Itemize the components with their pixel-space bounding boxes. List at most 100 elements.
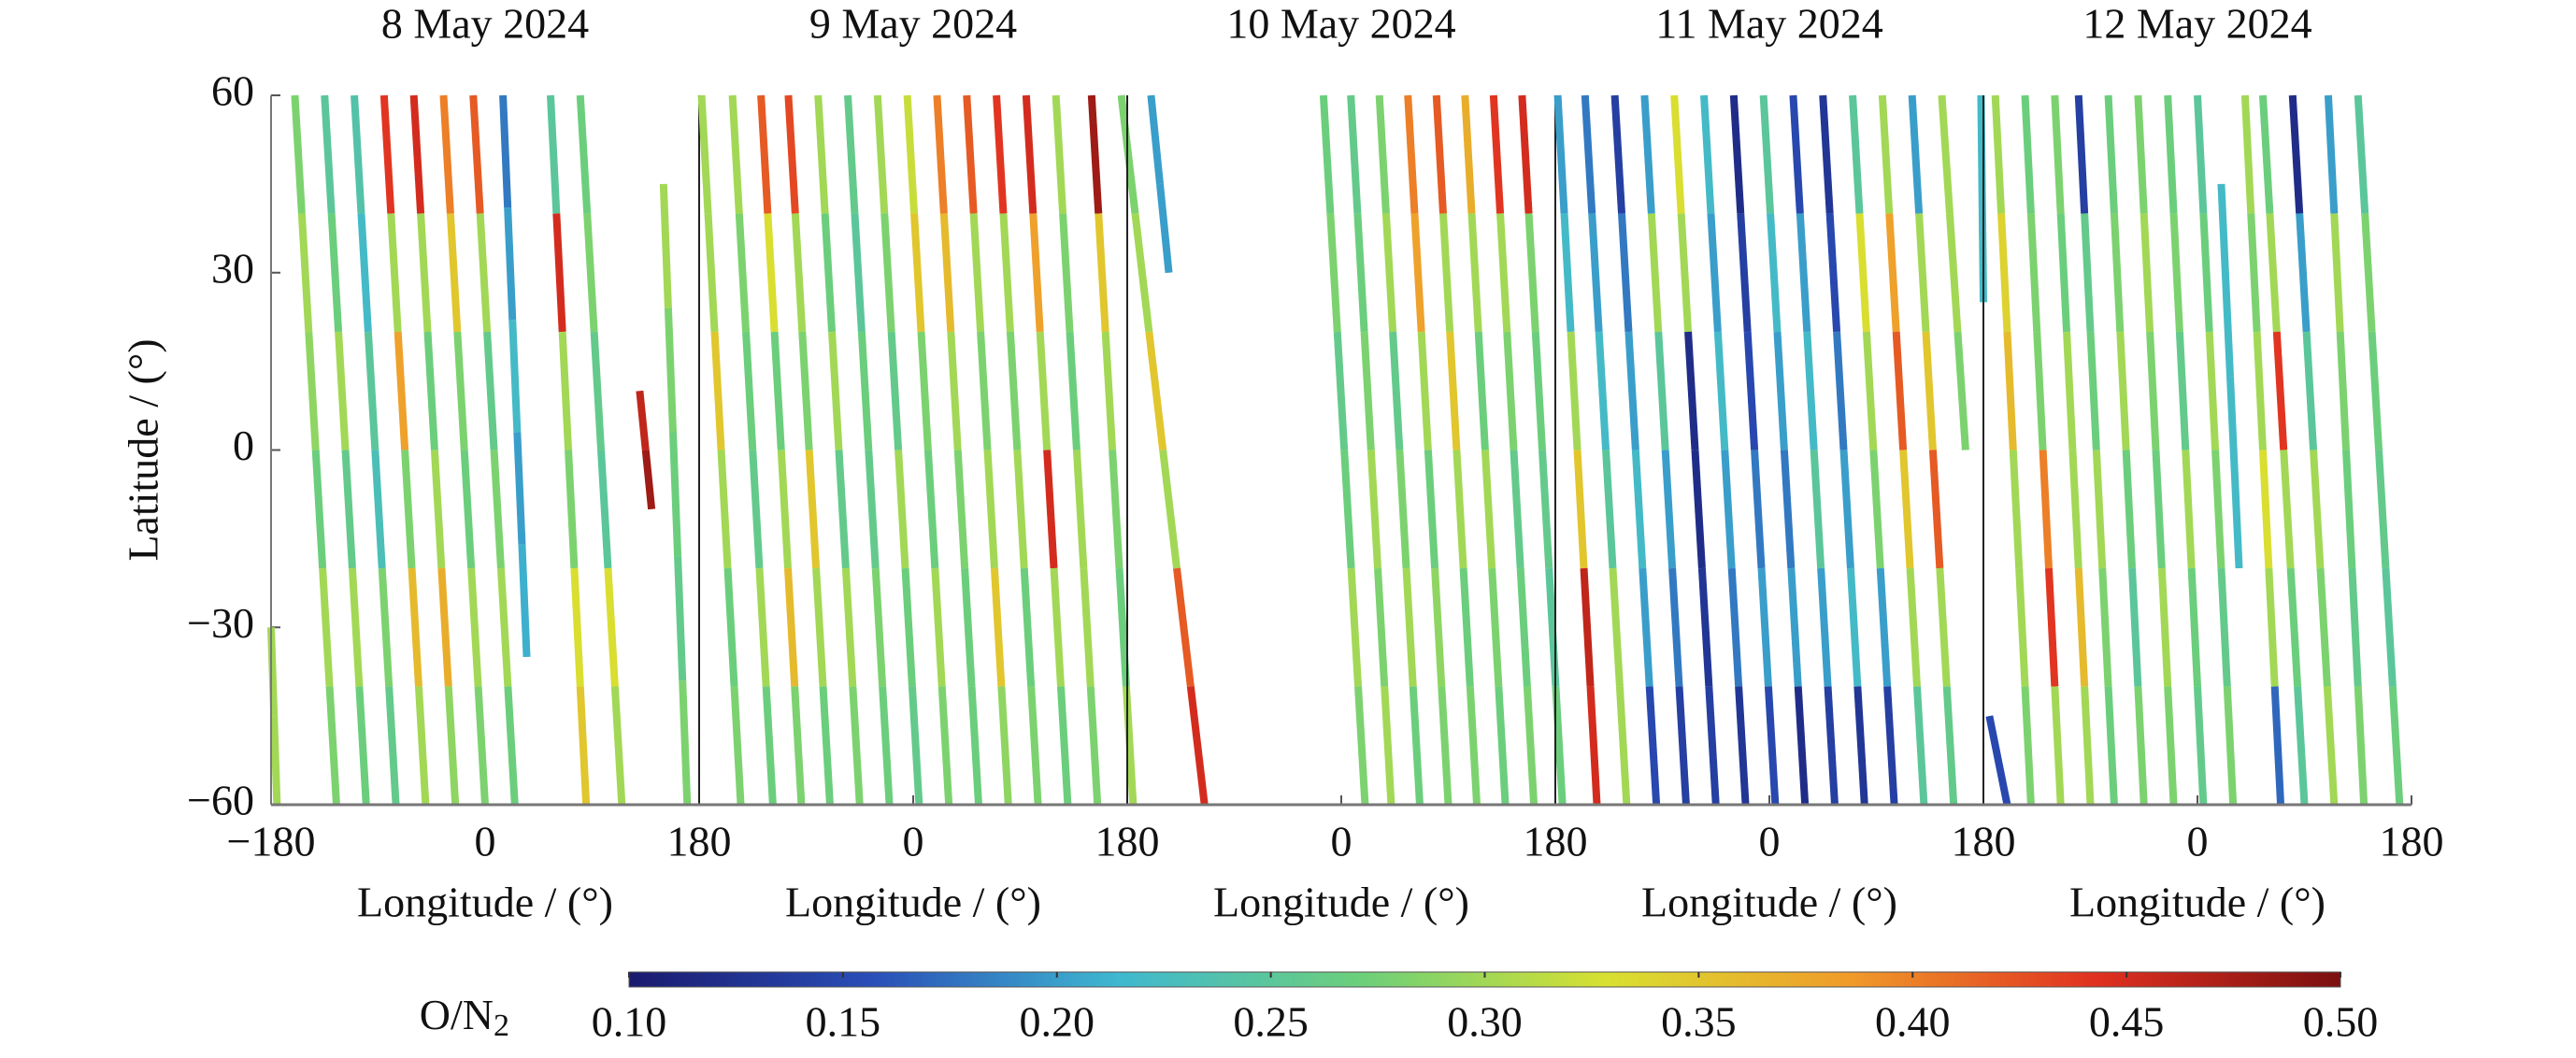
track-segment [2026,213,2041,333]
track-segment [1985,715,2011,806]
track-segment [1006,331,1022,450]
track-segment [1825,213,1841,333]
track-segment [1552,686,1567,806]
track-segment [730,686,745,806]
track-segment [1347,94,1362,214]
track-segment [1510,450,1524,569]
track-segment [2169,213,2183,333]
track-segment [2361,213,2376,333]
track-segment [1404,94,1419,214]
track-segment [430,450,446,569]
track-segment [1410,213,1425,333]
track-segment [1654,331,1669,450]
track-segment [499,94,512,208]
track-segment [1869,450,1884,569]
track-segment [2270,686,2285,806]
track-segment [791,686,806,806]
track-segment [1573,450,1588,569]
track-segment [2140,213,2154,333]
track-segment [576,94,592,214]
track-segment [1333,331,1349,450]
track-segment [2044,567,2059,687]
y-tick-label: 0 [233,422,254,469]
track-segment [1743,331,1759,450]
track-segment [590,331,606,450]
track-segment [1503,331,1518,450]
track-segment [2323,686,2339,806]
track-segment [2146,331,2160,450]
track-segment [1581,94,1596,214]
track-segment [923,450,939,569]
track-segment [1115,567,1130,687]
track-segment [2266,213,2281,333]
colorbar-label-main: O/N [420,991,494,1038]
track-segment [1173,567,1195,687]
track-segment [664,307,678,433]
track-segment [1131,213,1153,333]
track-segment [2134,686,2148,806]
track-segment [2354,94,2369,214]
track-segment [1381,213,1397,333]
track-segment [2187,567,2201,687]
colorbar-label: O/N2 [420,991,509,1043]
track-segment [319,567,334,687]
track-segment [977,331,992,450]
track-segment [570,567,584,687]
track-segment [1928,450,1944,569]
track-segment [446,213,462,333]
track-segment [969,213,985,333]
track-segment [1417,331,1432,450]
track-segment [1027,686,1042,806]
track-segment [764,213,779,333]
track-segment [379,94,395,214]
track-segment [1586,686,1601,806]
track-segment [2152,450,2166,569]
track-segment [1367,450,1382,569]
track-segment [917,331,932,450]
track-segment [1721,450,1736,569]
track-segment [2288,94,2304,214]
track-segment [1610,94,1626,214]
track-segment [1862,331,1878,450]
track-segment [784,94,799,214]
track-segment [1675,686,1690,806]
track-segment [1020,567,1036,687]
track-segment [857,331,873,450]
track-segment [871,567,887,687]
track-segment [1794,686,1810,806]
track-segment [783,567,799,687]
track-segment [1109,450,1123,569]
track-segment [641,450,656,510]
track-segment [1087,94,1103,214]
track-segment [1885,213,1900,333]
track-segment [835,450,850,569]
track-segment [1849,94,1864,214]
track-segment [1461,94,1476,214]
x-axis-label: Longitude / (°) [357,879,613,926]
track-segment [387,213,402,333]
track-segment [1670,94,1685,214]
track-segment [2316,567,2331,687]
track-segment [851,213,866,333]
track-segment [2302,331,2318,450]
track-segment [1567,331,1581,450]
track-segment [717,450,732,569]
track-segment [2240,94,2255,214]
track-segment [2272,331,2288,450]
track-segment [408,567,422,687]
x-tick-label: 180 [1952,818,2016,865]
track-segment [636,390,650,450]
track-segment [1375,94,1390,214]
track-segment [1431,567,1446,687]
track-segment [467,567,482,687]
colorbar-tick-label: 0.30 [1447,998,1523,1046]
track-segment [1883,686,1898,806]
y-axis-label: Latitude / (°) [120,338,167,561]
track-segment [933,94,948,214]
track-segment [1588,213,1603,333]
track-segment [1839,450,1854,569]
track-segment [378,567,394,687]
track-segment [469,94,484,214]
track-segment [474,686,489,806]
x-tick-label: −180 [227,818,316,865]
